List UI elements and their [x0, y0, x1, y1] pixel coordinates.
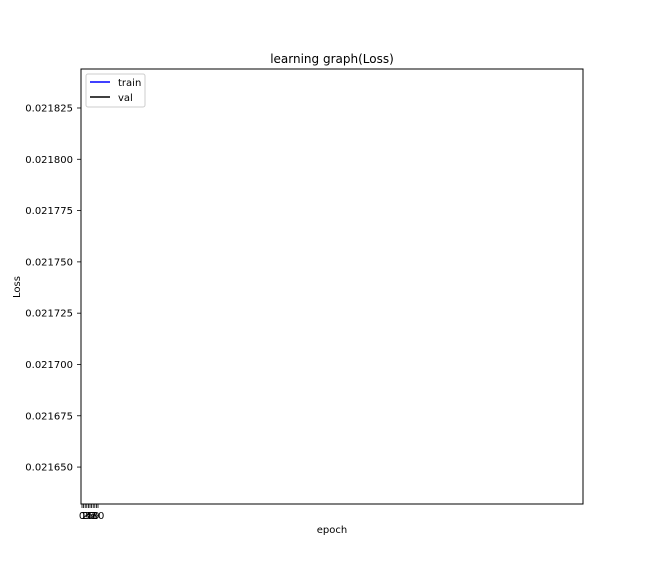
x-tick-label: 0 [79, 511, 85, 522]
x-tick-label: 3 [84, 511, 90, 522]
x-tick-label: 5 [87, 511, 93, 522]
y-axis-label: Loss [12, 276, 23, 298]
x-tick-label: 4 [85, 511, 91, 522]
x-tick-label: 10 [92, 511, 105, 522]
y-tick-label: 0.021825 [25, 103, 73, 114]
chart-title: learning graph(Loss) [270, 52, 394, 66]
plot-area [80, 68, 584, 505]
x-axis-label: epoch [317, 525, 347, 536]
y-tick-label: 0.021650 [25, 463, 73, 474]
y-tick-label: 0.021775 [25, 206, 73, 217]
legend: train val [85, 73, 146, 108]
y-tick-label: 0.021800 [25, 155, 73, 166]
y-tick-label: 0.021725 [25, 309, 73, 320]
y-tick-label: 0.021675 [25, 411, 73, 422]
x-tick-label: 7 [90, 511, 96, 522]
x-tick-label: 9 [93, 511, 99, 522]
y-tick-label: 0.021750 [25, 257, 73, 268]
x-tick-label: 6 [88, 511, 94, 522]
x-tick-label: 8 [92, 511, 98, 522]
x-tick-label: 2 [82, 511, 88, 522]
y-axis-ticks: 0.021650 0.021675 0.021700 0.021725 0.021750… [25, 103, 81, 474]
x-tick-label: 1 [80, 511, 86, 522]
y-tick-label: 0.021700 [25, 360, 73, 371]
legend-label-val: val [118, 93, 133, 104]
legend-label-train: train [118, 78, 141, 89]
